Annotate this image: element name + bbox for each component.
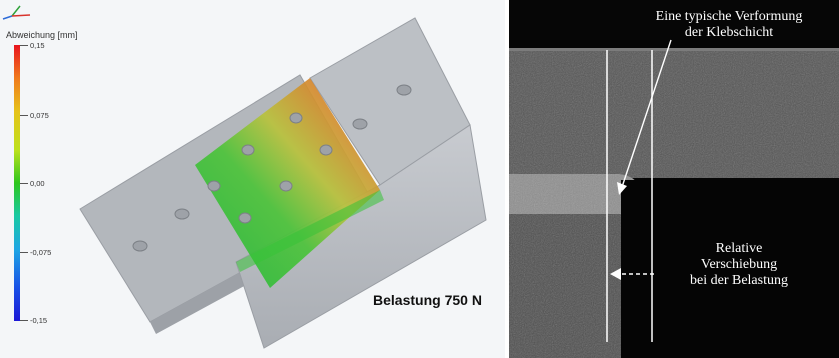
tick-mark	[20, 183, 28, 184]
annotation-line: bei der Belastung	[690, 273, 788, 288]
deviation-render-panel: Abweichung [mm] 0,15 0,075 0,00 -0,075 -…	[0, 0, 505, 358]
specimen-3d-render	[79, 17, 487, 349]
tick-mark	[20, 115, 28, 116]
axis-triad-icon	[2, 5, 31, 20]
bolt-hole	[174, 208, 190, 220]
tick-label-min: -0,15	[30, 316, 48, 325]
tick-label-max: 0,15	[30, 41, 45, 50]
annotation-line: Eine typische Verformung	[655, 9, 803, 24]
bolt-hole	[352, 118, 368, 130]
tick-label-zero: 0,00	[30, 179, 45, 188]
bolt-hole	[241, 144, 255, 156]
tick-mark	[20, 252, 28, 253]
annotation-line: Relative	[715, 241, 763, 256]
bolt-hole	[396, 84, 412, 96]
bolt-hole	[319, 144, 333, 156]
tick-label-upper: 0,075	[30, 111, 49, 120]
ct-section-panel: Eine typische Verformung der Klebschicht…	[509, 0, 839, 358]
bolt-hole	[279, 180, 293, 192]
ct-section-image	[509, 0, 839, 358]
tick-mark	[20, 320, 28, 321]
load-label: Belastung 750 N	[373, 292, 482, 308]
bolt-hole	[207, 180, 221, 192]
deformation-annotation: Eine typische Verformung der Klebschicht	[629, 9, 829, 41]
displacement-annotation: Relative Verschiebung bei der Belastung	[674, 241, 804, 289]
annotation-line: Verschiebung	[700, 257, 778, 272]
deformation-pointer-arrow	[621, 39, 672, 188]
annotation-line: der Klebschicht	[684, 25, 774, 40]
tick-label-lower: -0,075	[30, 248, 52, 257]
deviation-colorbar	[14, 45, 20, 321]
bolt-hole	[132, 240, 148, 252]
bolt-hole	[238, 212, 252, 224]
legend-title: Abweichung [mm]	[6, 30, 78, 40]
tick-mark	[20, 45, 28, 46]
overlap-edge-strip	[236, 190, 384, 272]
bolt-hole	[289, 112, 303, 124]
